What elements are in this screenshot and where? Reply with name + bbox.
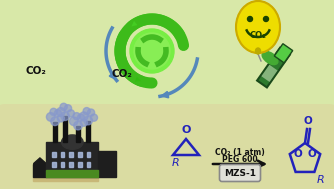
Bar [52,162,56,167]
Text: CO₂: CO₂ [112,69,133,79]
Circle shape [50,108,57,115]
Bar [87,152,90,156]
Circle shape [84,116,93,125]
Text: O: O [308,149,317,159]
Circle shape [264,16,269,22]
Ellipse shape [61,135,83,149]
Bar [63,116,67,142]
Text: O: O [293,149,302,159]
Circle shape [77,114,85,121]
Bar [76,126,80,142]
Circle shape [80,119,88,126]
Circle shape [247,16,253,22]
Circle shape [54,110,61,117]
Text: R: R [172,158,180,168]
Text: CO₂ (1 atm): CO₂ (1 atm) [215,147,265,156]
Text: CO₂: CO₂ [26,66,46,76]
Text: O: O [304,116,312,126]
Circle shape [51,117,59,125]
Bar [87,162,90,167]
Circle shape [69,117,78,125]
Polygon shape [33,158,46,164]
FancyBboxPatch shape [0,104,334,189]
Bar [69,162,73,167]
Ellipse shape [236,1,280,53]
Bar [69,152,73,156]
Circle shape [79,112,88,121]
Circle shape [56,108,65,116]
Bar [61,152,64,156]
Circle shape [60,103,67,110]
Circle shape [61,112,69,121]
Circle shape [130,29,174,73]
Bar [46,170,98,177]
Text: MZS-1: MZS-1 [224,169,256,177]
Bar [46,142,98,177]
Circle shape [67,110,74,117]
Circle shape [90,114,98,121]
Text: CO₂: CO₂ [249,30,267,40]
FancyBboxPatch shape [219,164,261,181]
Circle shape [74,121,82,130]
Circle shape [88,109,95,116]
Polygon shape [261,65,278,82]
Bar [78,152,82,156]
Ellipse shape [262,51,278,65]
Bar [86,121,90,142]
Circle shape [134,33,170,69]
Polygon shape [274,44,293,63]
Text: R: R [317,175,324,185]
Bar [52,152,56,156]
Bar [33,177,98,181]
Circle shape [57,115,64,122]
Circle shape [73,113,80,120]
Bar [61,162,64,167]
Bar [78,162,82,167]
Circle shape [64,105,71,112]
Circle shape [46,113,55,121]
Circle shape [83,108,90,115]
Bar [33,164,46,177]
Bar [98,151,116,177]
Ellipse shape [256,48,261,54]
Text: PEG 600: PEG 600 [222,154,258,163]
Text: O: O [181,125,191,135]
Bar [53,122,57,142]
Polygon shape [257,48,290,88]
